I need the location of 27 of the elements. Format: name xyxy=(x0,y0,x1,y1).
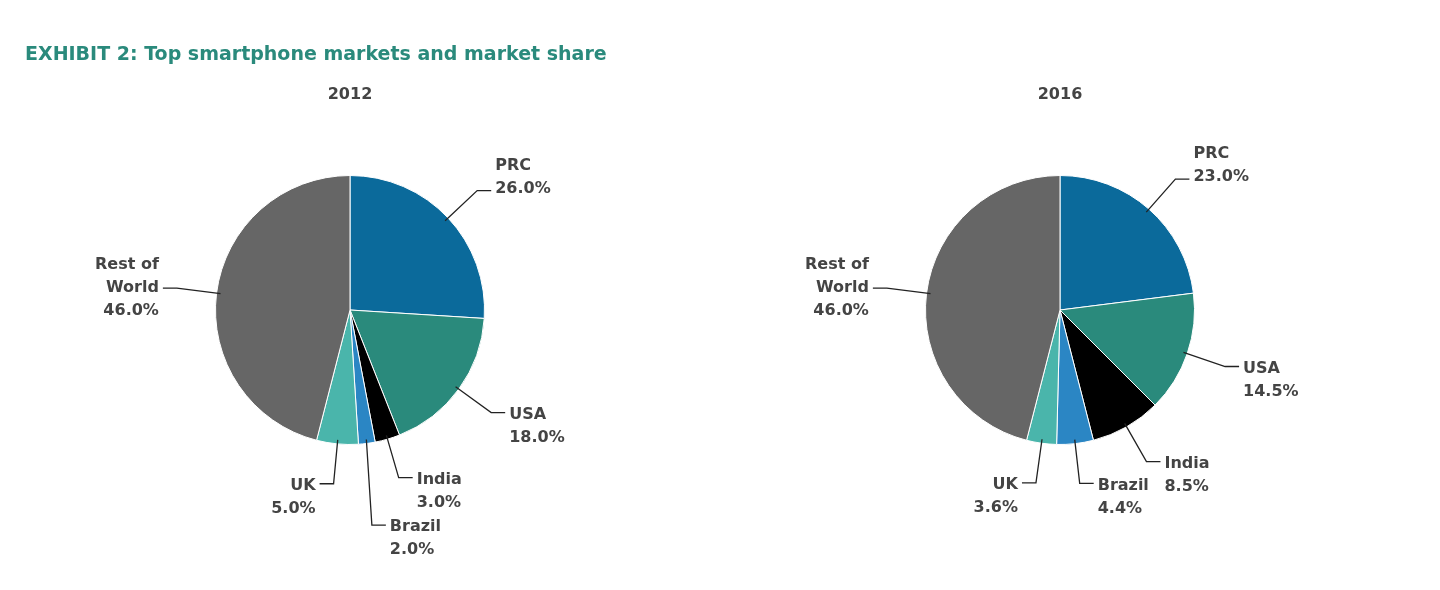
slice-label: Rest of World xyxy=(805,254,870,297)
slice-label: India xyxy=(1164,452,1210,472)
chart-title: 2016 xyxy=(1036,84,1084,103)
data-label: 14.5% xyxy=(1243,380,1299,400)
chart-subtitle: 2012 xyxy=(326,84,374,103)
data-label: 23.0% xyxy=(1193,166,1249,186)
slice-label: UK xyxy=(290,474,317,494)
data-label: 8.5% xyxy=(1164,475,1209,495)
slice-label: Brazil xyxy=(389,516,442,536)
data-label: 2.0% xyxy=(389,539,435,559)
slice-label: USA xyxy=(509,403,547,423)
slice-label: Brazil xyxy=(1097,474,1149,494)
chart-title: EXHIBIT 2: Top smartphone markets and market share xyxy=(25,42,607,64)
slice-label: India xyxy=(416,468,462,488)
slice-label: PRC xyxy=(1193,143,1230,163)
slice-label: Rest of World xyxy=(95,254,160,297)
slice-label: USA xyxy=(1243,357,1281,377)
slice-label: PRC xyxy=(495,154,531,174)
slice-label: UK xyxy=(992,473,1019,493)
data-label: 46.0% xyxy=(103,300,159,320)
data-label: 4.4% xyxy=(1097,497,1143,517)
data-label: 3.6% xyxy=(973,496,1018,516)
data-label: 18.0% xyxy=(509,426,565,446)
data-label: 46.0% xyxy=(813,300,869,320)
data-label: 3.0% xyxy=(416,491,462,511)
data-label: 26.0% xyxy=(495,177,551,197)
data-label: 5.0% xyxy=(271,497,316,517)
